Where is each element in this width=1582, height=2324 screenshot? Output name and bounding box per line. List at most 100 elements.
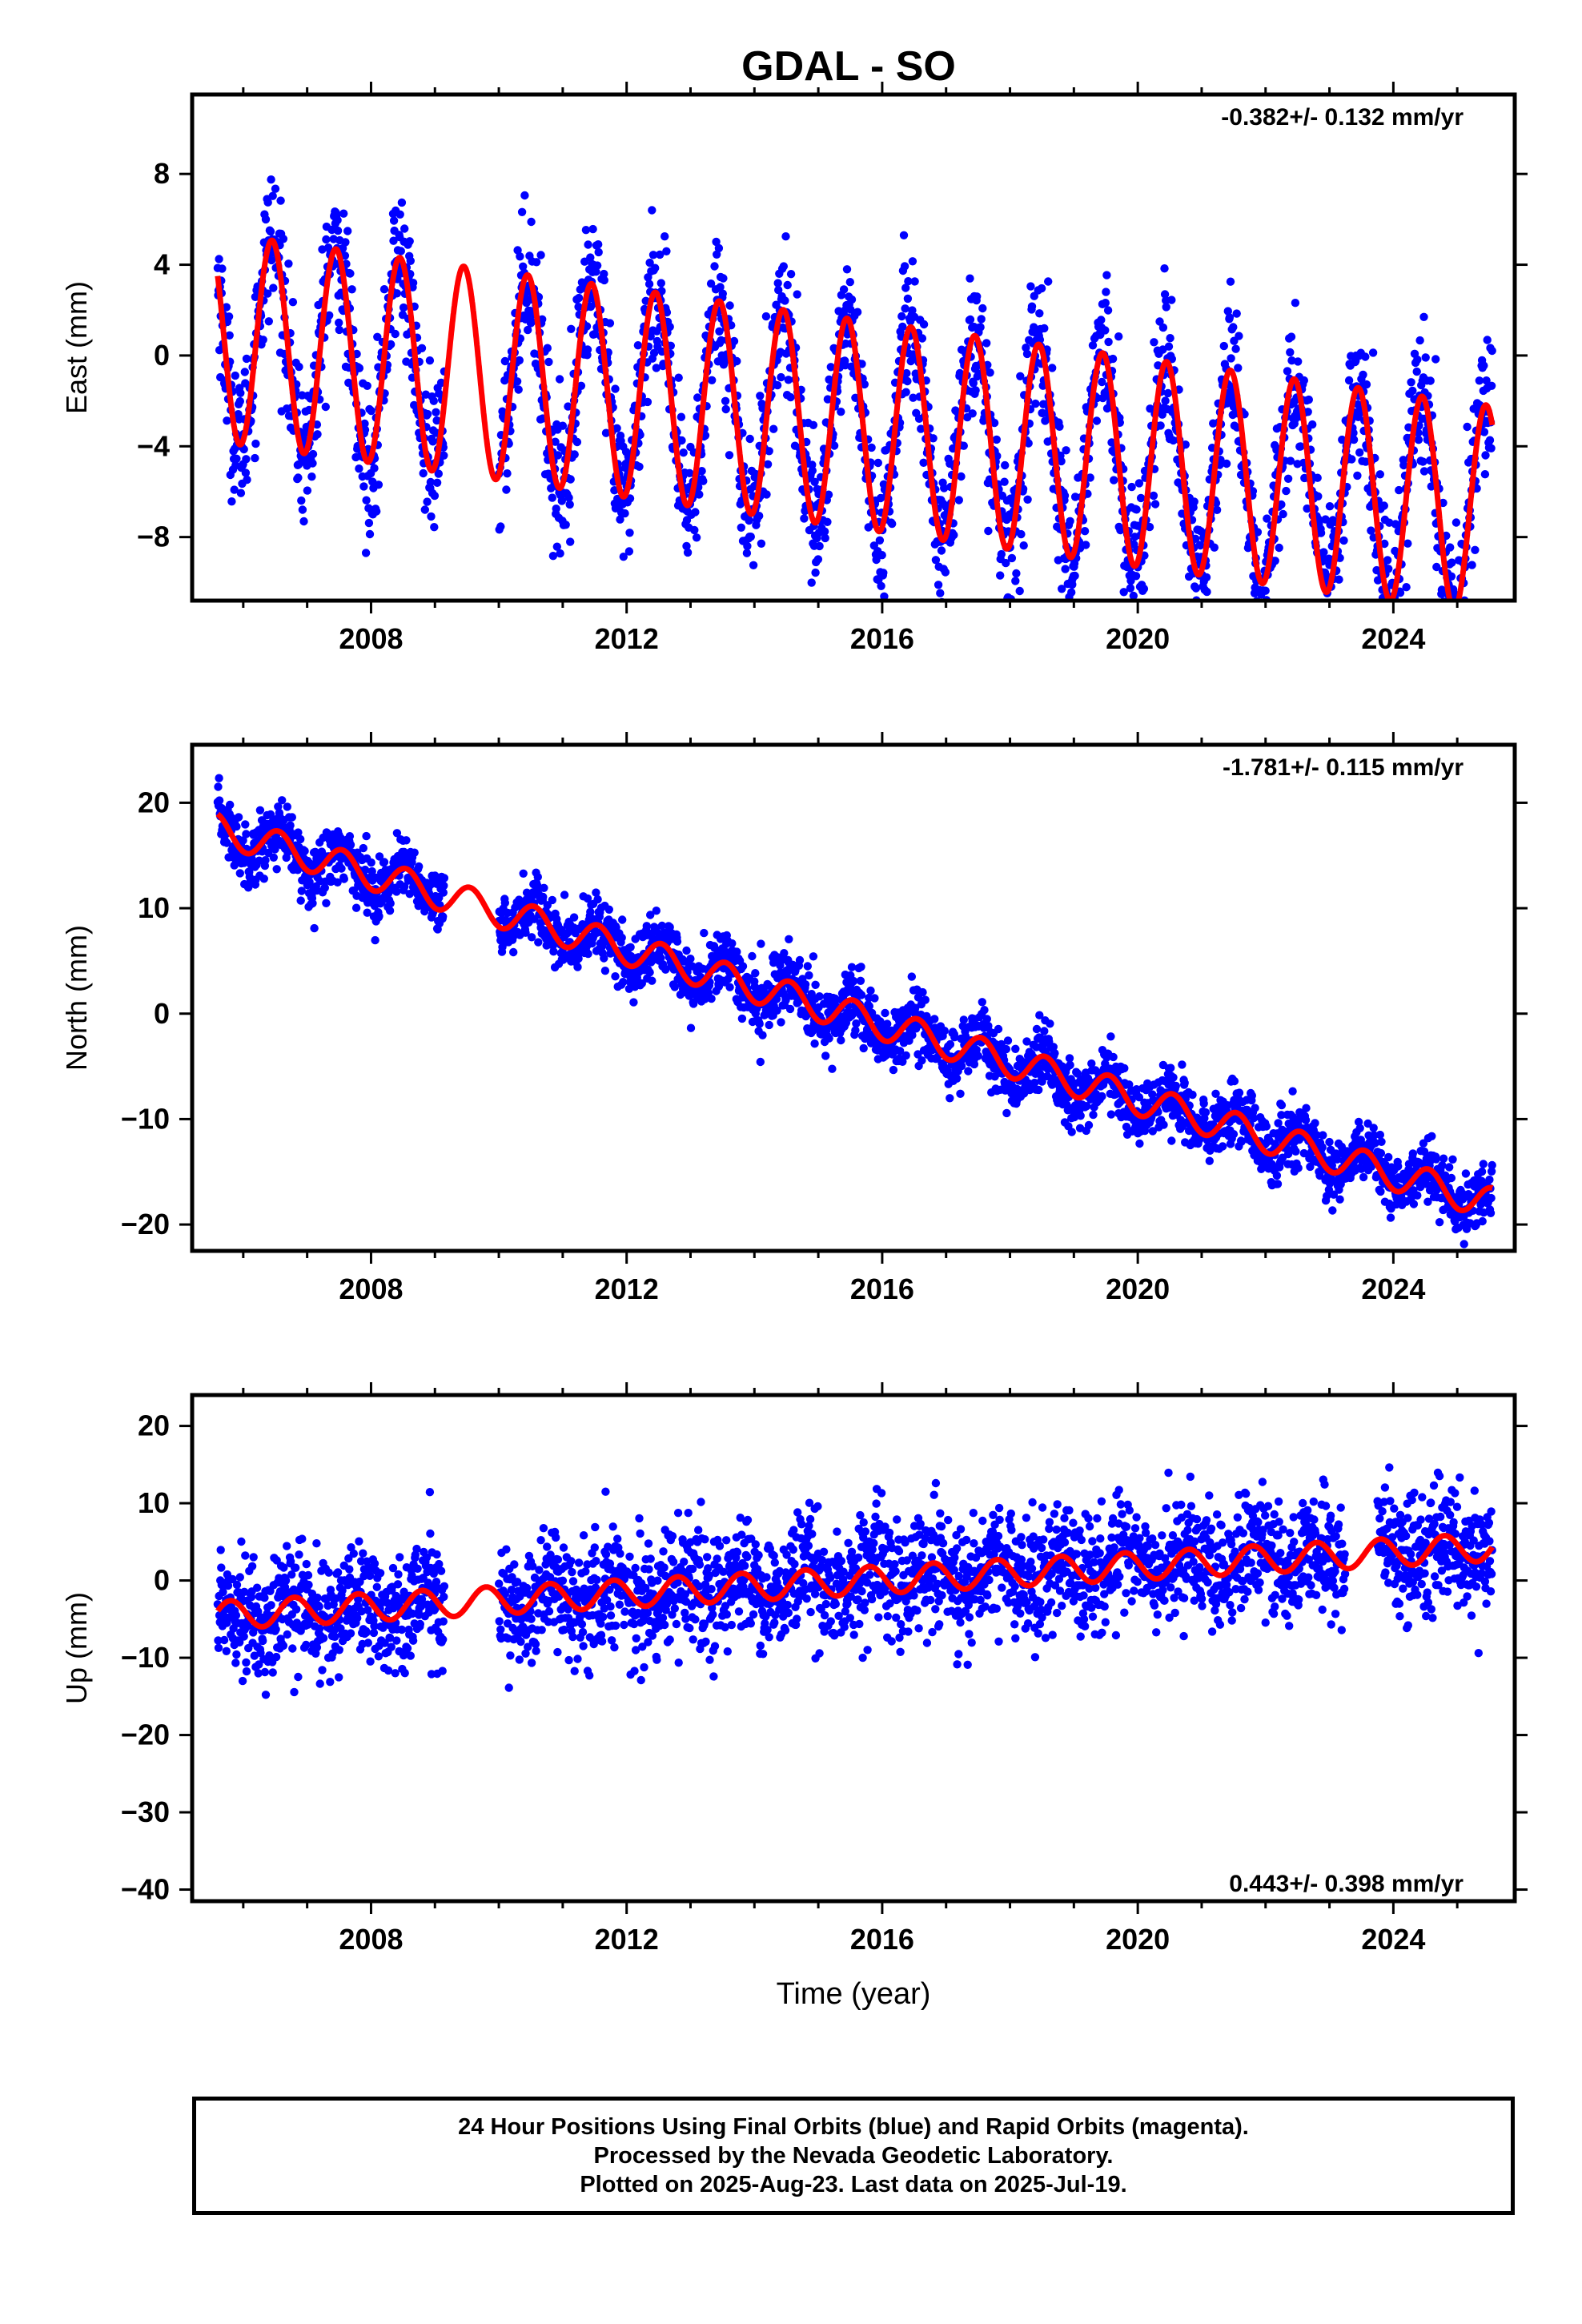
north-data-point [1002, 1044, 1011, 1054]
east-data-point [877, 551, 886, 560]
east-data-point [1291, 299, 1300, 308]
east-data-point [432, 416, 441, 425]
north-data-point [278, 796, 287, 805]
east-data-point [1259, 613, 1267, 621]
east-data-point [548, 552, 558, 561]
east-data-point [1022, 349, 1032, 359]
north-data-point [296, 834, 305, 844]
east-data-point [888, 519, 897, 529]
east-data-point [1212, 505, 1222, 514]
east-data-point [897, 312, 906, 321]
east-data-point [423, 497, 432, 506]
east-data-point [1127, 482, 1136, 492]
north-data-point [918, 987, 927, 997]
east-data-point [662, 247, 671, 255]
east-data-point [425, 356, 435, 365]
north-data-point [1171, 1081, 1181, 1091]
east-data-point [215, 255, 223, 263]
north-data-point [1067, 1128, 1076, 1136]
east-data-point [241, 468, 251, 477]
north-data-point [921, 995, 930, 1004]
east-data-point [755, 512, 764, 521]
east-data-point [950, 530, 958, 540]
east-data-point [268, 191, 277, 200]
east-data-point [677, 436, 686, 445]
north-data-point [857, 963, 865, 971]
north-data-point [857, 991, 866, 999]
east-data-point [544, 357, 553, 367]
east-data-point [232, 454, 241, 463]
north-data-point [859, 1043, 868, 1053]
east-data-point [1283, 367, 1292, 376]
north-data-point [573, 963, 582, 971]
east-data-point [1378, 610, 1386, 618]
east-data-point [543, 344, 552, 352]
east-data-point [1131, 572, 1141, 581]
east-data-point [581, 226, 591, 235]
east-data-point [373, 332, 382, 341]
east-data-point [793, 290, 801, 299]
east-data-point [586, 253, 595, 262]
east-data-point [625, 529, 634, 537]
north-data-point [255, 806, 265, 814]
east-data-point [1097, 316, 1106, 324]
east-data-point [1362, 380, 1371, 389]
east-data-point [576, 381, 586, 390]
east-data-point [565, 500, 574, 509]
east-data-point [225, 331, 234, 340]
east-data-point [839, 285, 849, 294]
east-data-point [966, 315, 975, 324]
east-data-point [903, 294, 913, 304]
east-data-point [1283, 474, 1293, 483]
east-data-point [1222, 459, 1231, 468]
east-data-point [903, 376, 912, 386]
north-data-point [815, 992, 824, 1001]
east-data-point [1232, 309, 1241, 318]
north-data-point [810, 1039, 819, 1048]
east-data-point [763, 460, 773, 468]
north-data-point [645, 968, 654, 977]
north-data-point [287, 813, 296, 822]
east-data-point [1231, 344, 1240, 353]
east-data-point [693, 393, 702, 402]
east-data-point [552, 505, 560, 513]
east-data-point [1104, 337, 1113, 347]
east-data-point [567, 324, 576, 333]
north-data-point [648, 976, 656, 985]
north-data-point [296, 896, 305, 905]
east-data-point [360, 419, 369, 428]
east-data-point [574, 303, 583, 312]
east-data-point [845, 278, 855, 287]
east-data-point [1457, 642, 1465, 650]
north-data-point [907, 972, 917, 981]
east-data-point [605, 319, 615, 328]
east-data-point [327, 225, 336, 235]
east-data-point [1062, 446, 1070, 455]
east-data-point [984, 526, 993, 536]
east-data-point [1088, 341, 1098, 350]
east-data-point [1210, 543, 1219, 552]
east-data-point [440, 451, 448, 460]
east-data-point [434, 469, 443, 478]
east-data-point [1015, 586, 1024, 596]
north-data-point [611, 972, 620, 981]
east-data-point [1403, 539, 1412, 548]
east-data-point [303, 486, 312, 495]
east-data-point [1070, 571, 1079, 581]
east-data-point [379, 285, 389, 294]
east-data-point [594, 240, 603, 249]
north-data-point [870, 994, 879, 1003]
east-data-point [294, 473, 303, 482]
east-data-point [259, 336, 267, 344]
east-data-point [661, 232, 669, 241]
east-data-point [514, 385, 523, 394]
north-data-point [362, 831, 371, 841]
east-data-point [743, 541, 752, 551]
east-data-point [954, 496, 964, 505]
east-data-point [853, 308, 862, 316]
east-data-point [503, 469, 512, 478]
east-data-point [1066, 517, 1074, 525]
east-data-point [977, 315, 986, 324]
east-data-point [1149, 491, 1158, 501]
east-data-point [910, 277, 919, 286]
